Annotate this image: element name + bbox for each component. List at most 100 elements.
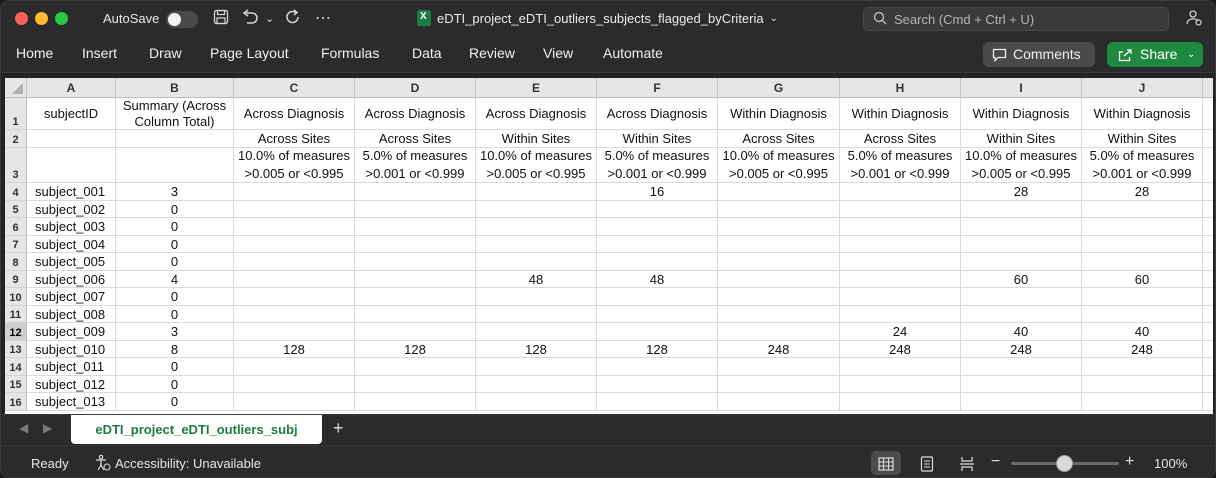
data-cell[interactable]: 60: [1082, 270, 1203, 288]
header-cell-d3[interactable]: 5.0% of measures >0.001 or <0.999: [355, 148, 476, 183]
data-cell[interactable]: [840, 358, 961, 376]
data-cell[interactable]: 128: [476, 340, 597, 358]
header-cell-a1[interactable]: subjectID: [27, 98, 116, 130]
header-cell-i3[interactable]: 10.0% of measures >0.005 or <0.995: [961, 148, 1082, 183]
empty-cell[interactable]: [1203, 201, 1213, 218]
data-cell[interactable]: [718, 253, 840, 271]
tab-review[interactable]: Review: [469, 45, 515, 61]
subject-id-cell[interactable]: subject_013: [27, 393, 116, 411]
data-cell[interactable]: [961, 235, 1082, 253]
empty-cell[interactable]: [1203, 288, 1213, 306]
empty-cell[interactable]: [1203, 236, 1213, 253]
close-window-button[interactable]: [15, 12, 28, 25]
tab-view[interactable]: View: [543, 45, 574, 61]
data-cell[interactable]: [718, 235, 840, 253]
header-cell-f3[interactable]: 5.0% of measures >0.001 or <0.999: [597, 148, 718, 183]
data-cell[interactable]: [355, 358, 476, 376]
row-header-3[interactable]: 3: [5, 148, 27, 183]
subject-id-cell[interactable]: subject_012: [27, 375, 116, 393]
data-cell[interactable]: [234, 253, 355, 271]
row-header-6[interactable]: 6: [5, 218, 27, 236]
data-cell[interactable]: [961, 253, 1082, 271]
data-cell[interactable]: [1082, 235, 1203, 253]
subject-id-cell[interactable]: subject_003: [27, 218, 116, 236]
data-cell[interactable]: [355, 183, 476, 201]
data-cell[interactable]: [718, 200, 840, 218]
data-cell[interactable]: 3: [116, 323, 234, 341]
row-header-8[interactable]: 8: [5, 253, 27, 271]
data-cell[interactable]: [1082, 253, 1203, 271]
sheet-tab-active[interactable]: eDTI_project_eDTI_outliers_subj: [71, 415, 322, 444]
empty-cell[interactable]: [1203, 218, 1213, 236]
minimize-window-button[interactable]: [35, 12, 48, 25]
header-cell-c1[interactable]: Across Diagnosis: [234, 98, 355, 130]
next-sheet-icon[interactable]: ▶: [43, 421, 53, 435]
data-cell[interactable]: 0: [116, 305, 234, 323]
share-people-icon[interactable]: [1185, 9, 1203, 31]
data-cell[interactable]: [355, 288, 476, 306]
empty-cell[interactable]: [1203, 98, 1213, 130]
row-header-5[interactable]: 5: [5, 200, 27, 218]
row-header-2[interactable]: 2: [5, 130, 27, 148]
data-cell[interactable]: [476, 218, 597, 236]
data-cell[interactable]: [234, 288, 355, 306]
row-header-15[interactable]: 15: [5, 375, 27, 393]
header-cell-d2[interactable]: Across Sites: [355, 130, 476, 148]
header-cell-e3[interactable]: 10.0% of measures >0.005 or <0.995: [476, 148, 597, 183]
data-cell[interactable]: [234, 183, 355, 201]
data-cell[interactable]: [1082, 218, 1203, 236]
data-cell[interactable]: [476, 393, 597, 411]
empty-cell[interactable]: [1203, 376, 1213, 393]
maximize-window-button[interactable]: [55, 12, 68, 25]
data-cell[interactable]: [355, 218, 476, 236]
column-header-i[interactable]: I: [961, 78, 1082, 98]
header-cell-h2[interactable]: Across Sites: [840, 130, 961, 148]
data-cell[interactable]: [1082, 358, 1203, 376]
data-cell[interactable]: [961, 393, 1082, 411]
header-cell-d1[interactable]: Across Diagnosis: [355, 98, 476, 130]
header-cell-c3[interactable]: 10.0% of measures >0.005 or <0.995: [234, 148, 355, 183]
data-cell[interactable]: 0: [116, 375, 234, 393]
data-cell[interactable]: [718, 375, 840, 393]
data-cell[interactable]: [476, 358, 597, 376]
header-cell-b2[interactable]: [116, 130, 234, 148]
data-cell[interactable]: [355, 393, 476, 411]
subject-id-cell[interactable]: subject_007: [27, 288, 116, 306]
header-cell-c2[interactable]: Across Sites: [234, 130, 355, 148]
data-cell[interactable]: [234, 270, 355, 288]
data-cell[interactable]: 40: [1082, 323, 1203, 341]
header-cell-f1[interactable]: Across Diagnosis: [597, 98, 718, 130]
data-cell[interactable]: [234, 375, 355, 393]
data-cell[interactable]: [234, 305, 355, 323]
data-cell[interactable]: 4: [116, 270, 234, 288]
search-input[interactable]: Search (Cmd + Ctrl + U): [863, 7, 1169, 31]
data-cell[interactable]: 0: [116, 235, 234, 253]
data-cell[interactable]: [476, 323, 597, 341]
data-cell[interactable]: [597, 323, 718, 341]
data-cell[interactable]: [234, 200, 355, 218]
tab-formulas[interactable]: Formulas: [321, 45, 380, 61]
data-cell[interactable]: [597, 253, 718, 271]
data-cell[interactable]: 60: [961, 270, 1082, 288]
data-cell[interactable]: [597, 375, 718, 393]
tab-draw[interactable]: Draw: [149, 45, 182, 61]
redo-icon[interactable]: [285, 9, 301, 31]
data-cell[interactable]: [718, 270, 840, 288]
tab-page-layout[interactable]: Page Layout: [210, 45, 289, 61]
data-cell[interactable]: [840, 183, 961, 201]
column-header-c[interactable]: C: [234, 78, 355, 98]
column-header-a[interactable]: A: [27, 78, 116, 98]
data-cell[interactable]: [597, 200, 718, 218]
data-cell[interactable]: [840, 288, 961, 306]
data-cell[interactable]: [840, 253, 961, 271]
data-cell[interactable]: 128: [597, 340, 718, 358]
data-cell[interactable]: 0: [116, 358, 234, 376]
data-cell[interactable]: [961, 358, 1082, 376]
data-cell[interactable]: 48: [476, 270, 597, 288]
data-cell[interactable]: [597, 288, 718, 306]
column-header-d[interactable]: D: [355, 78, 476, 98]
subject-id-cell[interactable]: subject_009: [27, 323, 116, 341]
data-cell[interactable]: [961, 218, 1082, 236]
header-cell-b3[interactable]: [116, 148, 234, 183]
column-header-h[interactable]: H: [840, 78, 961, 98]
